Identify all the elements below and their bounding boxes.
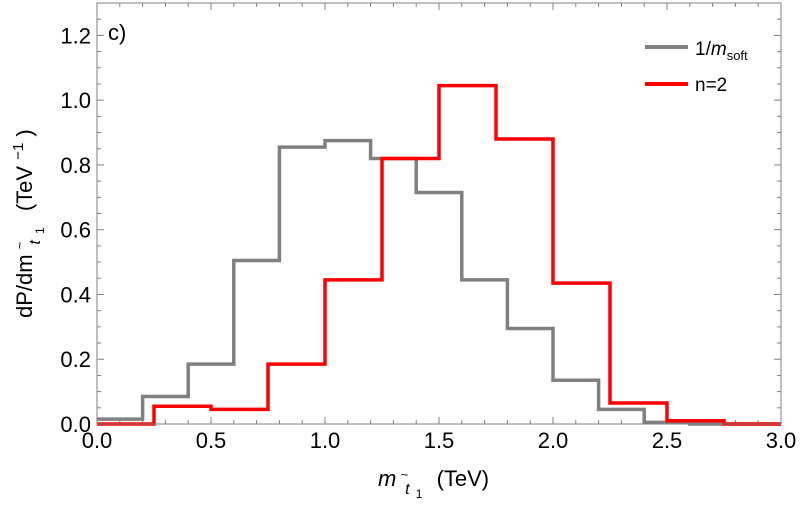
y-tick-label: 0.8 bbox=[60, 153, 91, 178]
series-1-step-line bbox=[97, 138, 781, 426]
x-tick-label: 3.0 bbox=[766, 428, 797, 453]
tick-marks bbox=[96, 2, 782, 425]
legend-label-2: n=2 bbox=[695, 75, 727, 96]
series-2-step-line bbox=[97, 83, 781, 426]
x-tick-label: 1.0 bbox=[310, 428, 341, 453]
y-axis-units-exp: −1 bbox=[10, 143, 27, 160]
x-tick-label: 2.5 bbox=[652, 428, 683, 453]
legend: 1/msoft n=2 bbox=[645, 39, 748, 96]
y-axis-sub-index: 1 bbox=[33, 227, 47, 234]
x-tick-label: 2.0 bbox=[538, 428, 569, 453]
y-axis-sub-tilde: ~ bbox=[12, 241, 27, 249]
y-tick-label: 1.2 bbox=[60, 23, 91, 48]
x-axis-sub-index: 1 bbox=[416, 487, 423, 501]
y-axis-units-open: (TeV bbox=[12, 166, 37, 212]
y-tick-label: 1.0 bbox=[60, 88, 91, 113]
y-axis-units-close: ) bbox=[12, 129, 37, 136]
x-axis-units: (TeV) bbox=[437, 466, 490, 491]
plot-frame bbox=[96, 2, 782, 425]
legend-label-1: 1/msoft bbox=[695, 39, 748, 63]
x-tick-label: 0.5 bbox=[196, 428, 227, 453]
series-layer bbox=[97, 83, 781, 426]
x-axis-title: m ~ t 1 (TeV) bbox=[378, 459, 489, 503]
y-axis-prefix: dP/dm bbox=[12, 254, 37, 318]
y-tick-label: 0.0 bbox=[60, 412, 91, 437]
y-axis-sub-base: t bbox=[27, 240, 44, 245]
panel-label: c) bbox=[108, 20, 126, 45]
tick-labels: 0.0 0.5 1.0 1.5 2.0 2.5 3.0 0.0 0.2 0.4 0.6 0.8 1.0 1… bbox=[60, 23, 796, 453]
y-tick-label: 0.2 bbox=[60, 347, 91, 372]
x-tick-label: 1.5 bbox=[424, 428, 455, 453]
x-tick-label: 0.0 bbox=[82, 428, 113, 453]
y-axis-title: dP/dm ~ t 1 (TeV −1 ) bbox=[3, 129, 49, 318]
x-axis-symbol: m bbox=[378, 466, 396, 491]
x-axis-sub-tilde: ~ bbox=[400, 467, 408, 482]
y-tick-label: 0.4 bbox=[60, 282, 91, 307]
x-axis-sub-base: t bbox=[405, 481, 410, 498]
y-tick-label: 0.6 bbox=[60, 218, 91, 243]
